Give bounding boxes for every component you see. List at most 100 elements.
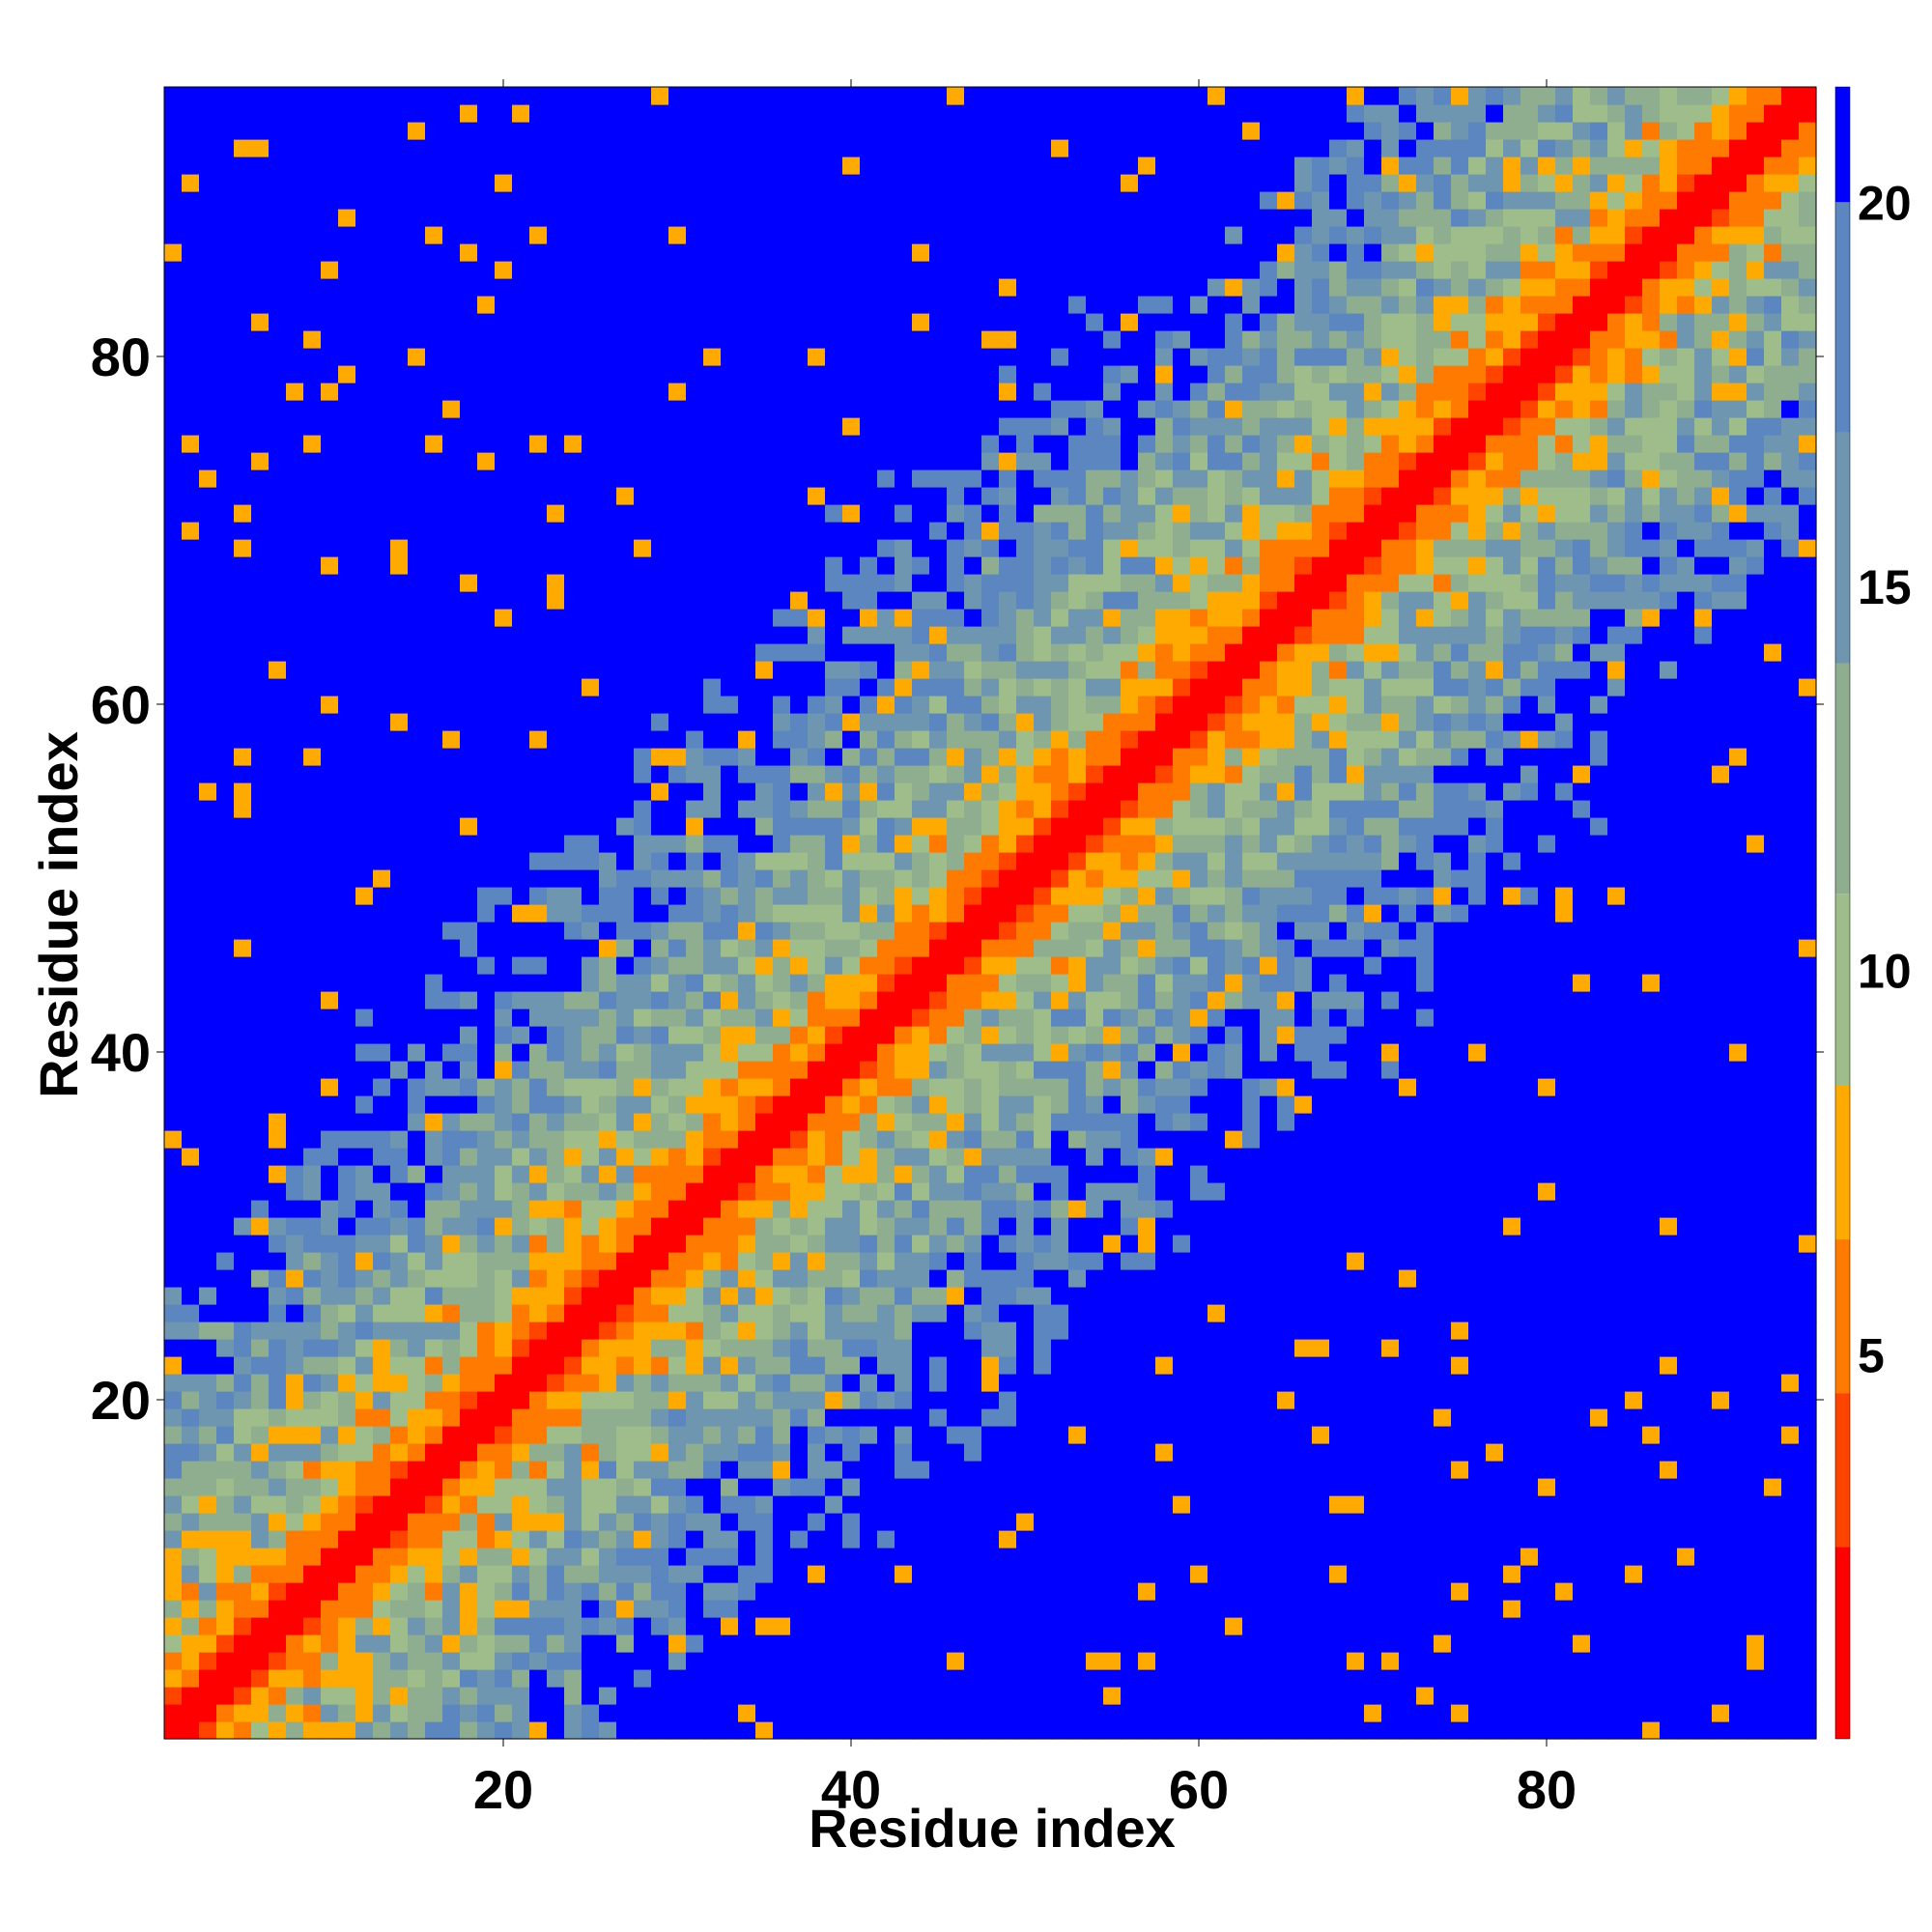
heatmap-cell: [1051, 887, 1069, 905]
heatmap-cell: [808, 1217, 826, 1236]
heatmap-cell: [234, 1235, 252, 1253]
heatmap-cell: [738, 313, 756, 331]
heatmap-cell: [1068, 1565, 1087, 1583]
heatmap-cell: [321, 452, 339, 470]
heatmap-cell: [442, 243, 461, 262]
heatmap-cell: [773, 156, 791, 175]
heatmap-cell: [234, 1495, 252, 1514]
heatmap-cell: [877, 1339, 895, 1357]
heatmap-cell: [808, 383, 826, 401]
heatmap-cell: [825, 261, 843, 279]
heatmap-cell: [877, 1495, 895, 1514]
heatmap-cell: [477, 1443, 496, 1462]
heatmap-cell: [234, 852, 252, 870]
heatmap-cell: [981, 1721, 1000, 1740]
heatmap-cell: [442, 556, 461, 575]
heatmap-cell: [1068, 869, 1087, 888]
heatmap-cell: [460, 1304, 478, 1322]
heatmap-cell: [321, 1009, 339, 1027]
heatmap-cell: [303, 1304, 322, 1322]
heatmap-cell: [564, 365, 582, 384]
heatmap-cell: [529, 782, 548, 801]
heatmap-cell: [703, 1235, 722, 1253]
heatmap-cell: [877, 1461, 895, 1479]
heatmap-cell: [877, 1687, 895, 1705]
heatmap-cell: [1016, 1426, 1035, 1444]
heatmap-cell: [425, 1235, 443, 1253]
heatmap-cell: [755, 1009, 774, 1027]
heatmap-cell: [390, 1495, 409, 1514]
heatmap-cell: [860, 435, 878, 453]
heatmap-cell: [408, 522, 426, 540]
heatmap-cell: [999, 313, 1017, 331]
heatmap-cell: [929, 817, 948, 836]
heatmap-cell: [634, 1078, 652, 1096]
heatmap-cell: [182, 1408, 200, 1427]
heatmap-cell: [912, 400, 930, 418]
heatmap-cell: [303, 1235, 322, 1253]
heatmap-cell: [703, 1043, 722, 1062]
heatmap-cell: [164, 626, 183, 644]
heatmap-cell: [512, 1269, 530, 1288]
heatmap-cell: [564, 1026, 582, 1044]
heatmap-cell: [547, 504, 565, 523]
heatmap-cell: [477, 1078, 496, 1096]
heatmap-cell: [460, 1026, 478, 1044]
heatmap-cell: [686, 1652, 704, 1670]
heatmap-cell: [825, 1321, 843, 1340]
heatmap-cell: [460, 139, 478, 157]
heatmap-cell: [564, 1617, 582, 1635]
heatmap-cell: [408, 1217, 426, 1236]
heatmap-cell: [912, 1426, 930, 1444]
heatmap-cell: [651, 643, 669, 662]
heatmap-cell: [686, 1304, 704, 1322]
heatmap-cell: [425, 1130, 443, 1149]
heatmap-cell: [460, 1652, 478, 1670]
heatmap-cell: [755, 261, 774, 279]
heatmap-cell: [860, 1548, 878, 1566]
heatmap-cell: [286, 1043, 304, 1062]
heatmap-cell: [790, 243, 809, 262]
heatmap-cell: [547, 991, 565, 1009]
heatmap-cell: [303, 748, 322, 766]
heatmap-cell: [199, 852, 217, 870]
heatmap-cell: [686, 1061, 704, 1079]
heatmap-cell: [442, 1704, 461, 1722]
heatmap-cell: [495, 1130, 513, 1149]
heatmap-cell: [981, 765, 1000, 783]
heatmap-cell: [721, 1652, 739, 1670]
heatmap-cell: [477, 591, 496, 610]
heatmap-cell: [547, 1617, 565, 1635]
heatmap-cell: [564, 643, 582, 662]
heatmap-cell: [981, 991, 1000, 1009]
heatmap-cell: [686, 852, 704, 870]
heatmap-cell: [1051, 87, 1069, 105]
heatmap-cell: [442, 330, 461, 349]
heatmap-cell: [860, 1009, 878, 1027]
heatmap-cell: [373, 1287, 391, 1305]
heatmap-cell: [947, 1235, 965, 1253]
heatmap-cell: [599, 243, 617, 262]
heatmap-cell: [912, 1513, 930, 1531]
heatmap-cell: [547, 1426, 565, 1444]
heatmap-cell: [251, 1217, 270, 1236]
heatmap-cell: [947, 1687, 965, 1705]
heatmap-cell: [721, 1200, 739, 1218]
heatmap-cell: [668, 435, 687, 453]
heatmap-cell: [1051, 1669, 1069, 1688]
heatmap-cell: [1051, 922, 1069, 940]
heatmap-cell: [738, 1200, 756, 1218]
heatmap-cell: [755, 1634, 774, 1653]
heatmap-cell: [1016, 574, 1035, 592]
heatmap-cell: [842, 1704, 861, 1722]
heatmap-cell: [303, 1148, 322, 1166]
heatmap-cell: [355, 904, 374, 923]
heatmap-cell: [1016, 435, 1035, 453]
heatmap-cell: [164, 974, 183, 992]
heatmap-cell: [512, 939, 530, 957]
heatmap-cell: [1016, 1165, 1035, 1183]
heatmap-cell: [668, 313, 687, 331]
heatmap-cell: [460, 400, 478, 418]
heatmap-cell: [338, 1026, 356, 1044]
heatmap-cell: [860, 191, 878, 210]
